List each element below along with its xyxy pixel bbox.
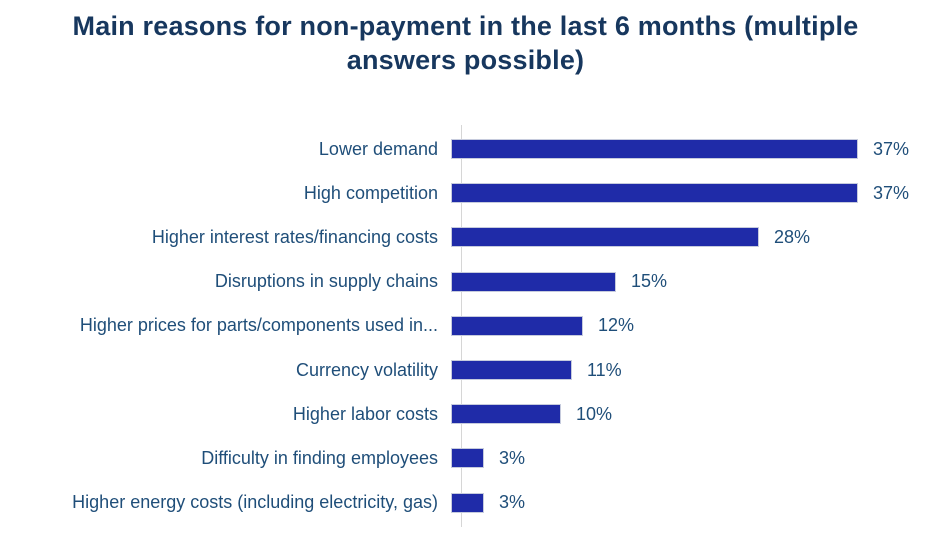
- category-label: Higher prices for parts/components used …: [79, 315, 438, 336]
- value-label: 3%: [499, 447, 526, 468]
- category-label: Higher energy costs (including electrici…: [72, 492, 438, 513]
- bar-zone: 11%: [450, 348, 931, 392]
- bar-zone: 10%: [450, 392, 931, 436]
- bar: [451, 404, 561, 425]
- chart-row: Currency volatility 11%: [0, 348, 931, 392]
- bar-zone: 37%: [450, 127, 931, 171]
- category-label: Higher labor costs: [292, 403, 438, 424]
- value-label: 15%: [631, 271, 668, 292]
- value-label: 37%: [873, 182, 910, 203]
- category-label: Higher interest rates/financing costs: [151, 226, 438, 247]
- category-label: Disruptions in supply chains: [214, 271, 438, 292]
- category-label: Lower demand: [318, 138, 438, 159]
- value-label: 37%: [873, 138, 910, 159]
- bar: [451, 492, 484, 513]
- bar-zone: 3%: [450, 436, 931, 480]
- chart-row: Difficulty in finding employees 3%: [0, 436, 931, 480]
- value-label: 11%: [587, 359, 622, 380]
- plot-area: Lower demand 37% High competition 37% Higher…: [0, 125, 931, 527]
- bar: [451, 139, 858, 160]
- chart-row: Higher labor costs 10%: [0, 392, 931, 436]
- chart-row: Higher energy costs (including electrici…: [0, 481, 931, 525]
- chart-row: Higher prices for parts/components used …: [0, 304, 931, 348]
- bar: [451, 271, 616, 292]
- bar-zone: 37%: [450, 171, 931, 215]
- value-label: 10%: [576, 403, 613, 424]
- chart-title: Main reasons for non-payment in the last…: [72, 11, 859, 75]
- bar-zone: 15%: [450, 260, 931, 304]
- bar-zone: 12%: [450, 304, 931, 348]
- chart-row: Disruptions in supply chains 15%: [0, 260, 931, 304]
- bar-zone: 28%: [450, 215, 931, 259]
- value-label: 12%: [598, 315, 635, 336]
- category-label: High competition: [303, 182, 438, 203]
- bar: [451, 227, 759, 248]
- chart-row: Lower demand 37%: [0, 127, 931, 171]
- bar-rows: Lower demand 37% High competition 37% Higher…: [0, 127, 931, 525]
- bar: [451, 183, 858, 204]
- value-label: 3%: [499, 492, 526, 513]
- bar: [451, 360, 572, 381]
- category-label: Difficulty in finding employees: [201, 447, 438, 468]
- bar-zone: 3%: [450, 481, 931, 525]
- chart-row: Higher interest rates/financing costs 28%: [0, 215, 931, 259]
- bar: [451, 448, 484, 469]
- bar: [451, 315, 583, 336]
- chart-row: High competition 37%: [0, 171, 931, 215]
- category-label: Currency volatility: [295, 359, 438, 380]
- value-label: 28%: [774, 226, 811, 247]
